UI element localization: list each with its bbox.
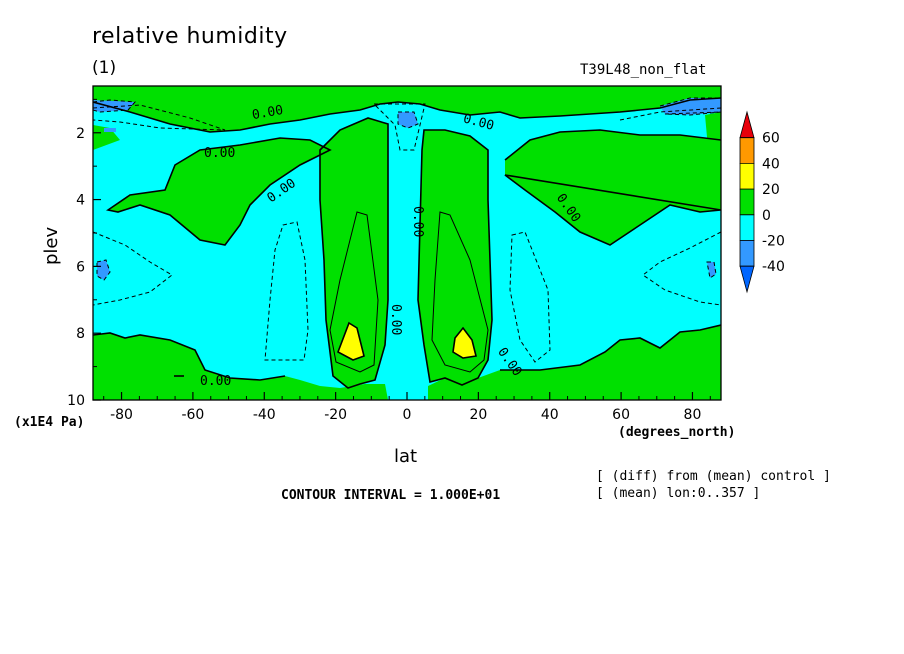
right-upper-green	[505, 130, 721, 245]
contour-label: 0.00	[200, 374, 231, 389]
top-center-blue-minimum	[398, 112, 418, 128]
x-tick-label: 40	[541, 407, 559, 423]
legend-color-box	[739, 240, 755, 267]
x-tick-label: -80	[110, 407, 133, 423]
contour-label: 0.00	[251, 103, 284, 123]
legend-level-label: 60	[762, 131, 780, 147]
y-axis-label: plev	[41, 226, 62, 265]
legend-level-label: 20	[762, 182, 780, 198]
y-tick-label: 8	[76, 326, 85, 342]
note-mean: [ (mean) lon:0..357 ]	[596, 486, 761, 501]
top-left-green	[93, 125, 120, 150]
contour-interval: CONTOUR INTERVAL = 1.000E+01	[281, 488, 501, 503]
y-axis-units: (x1E4 Pa)	[14, 415, 85, 430]
legend-level-label: 40	[762, 156, 780, 172]
contour-label: 0.00	[204, 146, 235, 161]
y-tick-label: 4	[76, 193, 85, 209]
legend-color-box	[739, 110, 755, 139]
top-left-blue-minimum	[93, 100, 135, 112]
x-axis: -80 -60 -40 -20 0 20 40 60 80	[103, 392, 711, 423]
y-tick-label: 6	[76, 259, 85, 275]
x-tick-label: 20	[469, 407, 487, 423]
legend-color-box	[739, 137, 755, 164]
right-tower-green	[418, 130, 492, 385]
x-tick-label: -40	[253, 407, 276, 423]
top-positive-band	[93, 86, 721, 132]
legend-level-label: -40	[762, 259, 785, 275]
chart-subtitle: (1)	[92, 58, 117, 78]
left-edge-blue-dash	[104, 128, 116, 132]
left-upper-green	[108, 138, 330, 245]
contour-label: 0.00	[388, 304, 403, 335]
right-edge-green	[705, 112, 721, 150]
filled-contours	[93, 86, 721, 400]
zero-contours	[93, 97, 721, 389]
legend-color-box	[739, 188, 755, 216]
negative-contours	[93, 97, 721, 363]
color-legend: 60 40 20 0 -20 -40	[739, 110, 785, 294]
x-tick-label: 0	[403, 407, 412, 423]
bottom-left-green	[93, 333, 388, 400]
contour-lines	[93, 97, 721, 389]
legend-level-label: 0	[762, 208, 771, 224]
x-tick-label: -60	[181, 407, 204, 423]
legend-color-box	[739, 265, 755, 294]
run-label: T39L48_non_flat	[580, 62, 707, 78]
x-axis-units: (degrees_north)	[618, 425, 736, 440]
note-diff: [ (diff) from (mean) control ]	[596, 469, 831, 484]
y-axis: 2 4 6 8 10	[67, 98, 101, 409]
x-tick-label: 80	[684, 407, 702, 423]
right-yellow-maximum	[453, 328, 476, 358]
positive-10-contours	[329, 211, 489, 373]
legend-color-box	[739, 214, 755, 241]
contour-label: 0.00	[410, 206, 425, 237]
legend-color-box	[739, 163, 755, 190]
x-axis-label: lat	[394, 446, 418, 467]
chart-title: relative humidity	[92, 24, 288, 49]
left-side-blue-minimum	[97, 260, 110, 280]
y-tick-label: 2	[76, 126, 85, 142]
legend-level-label: -20	[762, 234, 785, 250]
x-tick-label: 60	[612, 407, 630, 423]
x-tick-label: -20	[324, 407, 347, 423]
bottom-right-green	[428, 325, 721, 400]
y-tick-label: 10	[67, 393, 85, 409]
left-tower-green	[320, 118, 388, 388]
